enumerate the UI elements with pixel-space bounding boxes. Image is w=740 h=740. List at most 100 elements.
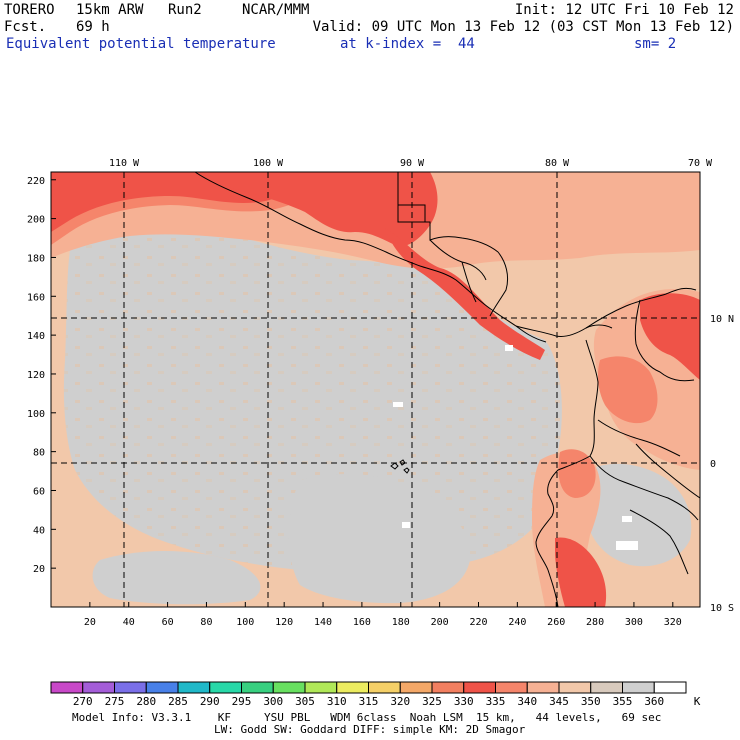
- bottom-tick-label: 200: [431, 617, 449, 628]
- colorbar-swatch: [558, 681, 592, 694]
- colorbar-swatch: [399, 681, 433, 694]
- top-lon-labels: 110 W 100 W 90 W 80 W 70 W: [109, 158, 713, 169]
- lon-label-110w: 110 W: [109, 158, 140, 169]
- left-tick-label: 120: [27, 370, 45, 381]
- colorbar-swatch: [82, 681, 115, 694]
- colorbar-labels: 270 275 280 285 290 295 300 305 310 315 320 325 330 3…: [73, 695, 664, 708]
- bottom-tick-label: 60: [162, 617, 174, 628]
- colorbar-label: 290: [200, 695, 220, 708]
- bottom-tick-label: 100: [236, 617, 254, 628]
- colorbar-swatch: [177, 681, 211, 694]
- border-nicaragua: [461, 261, 477, 303]
- colorbar-swatch: [368, 681, 401, 694]
- valid-time: Valid: 09 UTC Mon 13 Feb 12 (03 CST Mon …: [312, 19, 734, 35]
- left-tick-label: 220: [27, 176, 45, 187]
- field-band-350-andes: [583, 463, 692, 567]
- field-band-330-peru: [555, 537, 607, 607]
- colorbar: [50, 681, 687, 694]
- field-band-355-spot-3: [402, 522, 410, 528]
- lat-label-10n: 10 N: [710, 314, 734, 325]
- colorbar-label: 335: [486, 695, 506, 708]
- colorbar-swatch: [622, 681, 655, 694]
- colorbar-label: 320: [390, 695, 410, 708]
- coast-mexico-gulf: [397, 172, 509, 317]
- bottom-tick-label: 140: [314, 617, 332, 628]
- left-grid-axis: 220 200 180 160 140 120 100 80 60 40 20: [27, 176, 56, 575]
- colorbar-unit: K: [694, 695, 701, 708]
- colorbar-label: 275: [105, 695, 125, 708]
- field-band-350-central: [63, 221, 562, 575]
- model-name: TORERO: [4, 2, 55, 18]
- field-band-355-spot-4: [616, 541, 638, 550]
- left-tick-label: 180: [27, 253, 45, 264]
- latlon-grid: [51, 172, 700, 607]
- bottom-tick-label: 120: [275, 617, 293, 628]
- lon-label-90w: 90 W: [400, 158, 425, 169]
- left-tick-label: 40: [33, 525, 45, 536]
- field-band-355-spot-1: [505, 345, 513, 351]
- colorbar-label: 280: [136, 695, 156, 708]
- left-tick-label: 160: [27, 292, 45, 303]
- border-ecuador-peru: [589, 455, 699, 521]
- colorbar-swatch: [241, 681, 274, 694]
- border-peru-brazil: [629, 509, 689, 575]
- colorbar-swatch: [304, 681, 338, 694]
- border-colombia-south: [597, 419, 681, 457]
- bottom-tick-label: 160: [353, 617, 371, 628]
- field-band-350-westbay: [92, 551, 261, 605]
- coast-colombia-caribbean: [585, 287, 697, 329]
- field-band-330-colombia: [640, 293, 700, 380]
- coast-guatemala-honduras: [419, 265, 547, 343]
- left-tick-label: 20: [33, 564, 45, 575]
- lat-label-0: 0: [710, 459, 716, 470]
- lat-label-10s: 10 S: [710, 603, 734, 614]
- bottom-tick-label: 300: [625, 617, 643, 628]
- field-shading: [51, 172, 700, 607]
- level-label: at k-index = 44: [340, 36, 475, 52]
- field-band-330-colombia-2: [597, 356, 658, 424]
- colorbar-swatch: [431, 681, 465, 694]
- map-frame: [50, 171, 701, 608]
- colorbar-label: 300: [263, 695, 283, 708]
- left-tick-label: 60: [33, 486, 45, 497]
- run-label: Run2: [168, 2, 202, 18]
- forecast-label: Fcst.: [4, 19, 47, 35]
- coast-mexico-pacific: [194, 172, 421, 267]
- colorbar-label: 315: [359, 695, 379, 708]
- colorbar-label: 360: [644, 695, 664, 708]
- colorbar-label: 340: [517, 695, 537, 708]
- coast-ecuador: [547, 455, 591, 517]
- colorbar-label: 345: [549, 695, 569, 708]
- border-colombia-venezuela: [634, 299, 695, 382]
- border-guatemala: [398, 204, 426, 222]
- colorbar-label: 355: [613, 695, 633, 708]
- coastlines: [194, 172, 700, 607]
- physics-info-line: LW: Godd SW: Goddard DIFF: simple KM: 2D…: [214, 723, 526, 736]
- org-label: NCAR/MMM: [242, 2, 310, 18]
- colorbar-swatch: [590, 681, 623, 694]
- colorbar-label: 295: [232, 695, 252, 708]
- colorbar-label: 305: [295, 695, 315, 708]
- field-band-355-spot-5: [622, 516, 632, 522]
- bottom-tick-label: 180: [392, 617, 410, 628]
- colorbar-label: 325: [422, 695, 442, 708]
- border-brazil: [635, 443, 700, 499]
- bottom-tick-label: 260: [547, 617, 565, 628]
- bottom-tick-label: 220: [469, 617, 487, 628]
- field-band-355-spot-2: [393, 402, 403, 407]
- model-info-line: Model Info: V3.3.1 KF YSU PBL WDM 6class…: [72, 711, 662, 724]
- bottom-tick-label: 20: [84, 617, 96, 628]
- lon-label-70w: 70 W: [688, 158, 713, 169]
- field-band-330-ecuador: [558, 449, 596, 498]
- lon-label-100w: 100 W: [253, 158, 284, 169]
- coast-panama: [515, 324, 613, 337]
- bottom-tick-label: 80: [200, 617, 212, 628]
- bottom-tick-label: 320: [664, 617, 682, 628]
- field-band-330-mexico: [200, 172, 438, 247]
- field-name: Equivalent potential temperature: [6, 36, 276, 52]
- colorbar-swatch: [653, 681, 687, 694]
- colorbar-swatch: [495, 681, 528, 694]
- bottom-grid-axis: 20 40 60 80 100 120 140 160 180 200 220 240 260 280 30…: [84, 602, 682, 628]
- colorbar-swatch: [209, 681, 242, 694]
